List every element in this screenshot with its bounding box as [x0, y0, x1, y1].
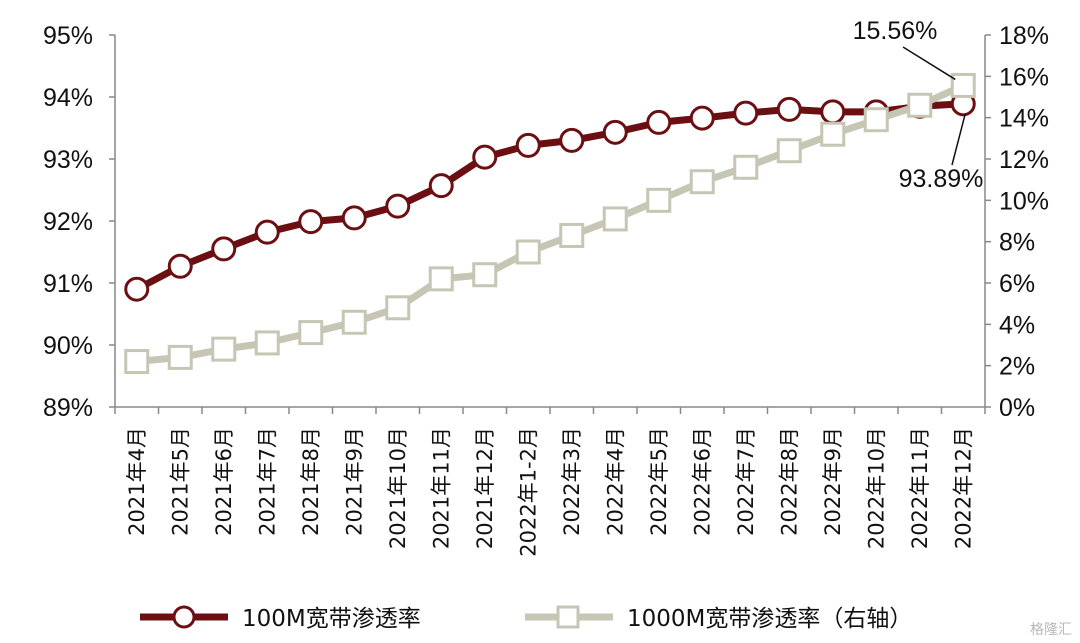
data-point-series-1 — [167, 253, 193, 279]
x-tick-label: 2021年11月 — [429, 427, 453, 549]
right-tick-label: 16% — [999, 63, 1049, 91]
x-tick-label: 2022年3月 — [560, 427, 584, 536]
data-point-series-1 — [254, 219, 280, 245]
legend-marker-100m — [172, 605, 196, 629]
chart-markers — [124, 72, 976, 375]
data-point-series-2 — [602, 206, 628, 232]
x-tick-label: 2021年8月 — [299, 427, 323, 536]
left-tick-label: 93% — [43, 146, 93, 174]
annotation-leader-line — [902, 46, 956, 81]
data-point-series-1 — [124, 276, 150, 302]
data-point-series-2 — [559, 222, 585, 248]
x-tick-label: 2022年4月 — [603, 427, 627, 536]
x-tick-label: 2022年7月 — [734, 427, 758, 536]
legend-label-1000m: 1000M宽带渗透率（右轴） — [627, 606, 912, 632]
data-point-series-2 — [689, 169, 715, 195]
data-point-series-1 — [559, 127, 585, 153]
data-point-series-1 — [211, 236, 237, 262]
x-tick-label: 2022年5月 — [647, 427, 671, 536]
x-tick-label: 2021年6月 — [212, 427, 236, 536]
data-point-series-2 — [211, 336, 237, 362]
data-point-series-1 — [298, 209, 324, 235]
data-point-series-2 — [341, 309, 367, 335]
annotation-leader-line — [951, 113, 966, 166]
data-point-series-2 — [124, 349, 150, 375]
x-tick-label: 2021年5月 — [168, 427, 192, 536]
watermark-logo: 格隆汇 — [1030, 622, 1072, 638]
left-tick-label: 90% — [43, 332, 93, 360]
data-point-series-2 — [907, 92, 933, 118]
data-point-series-1 — [341, 205, 367, 231]
right-tick-label: 14% — [999, 105, 1049, 133]
data-point-series-1 — [602, 119, 628, 145]
data-point-series-1 — [820, 99, 846, 125]
data-point-series-2 — [254, 330, 280, 356]
data-point-series-2 — [646, 187, 672, 213]
x-tick-label: 2022年12月 — [951, 427, 975, 549]
chart-axes: 89% 90% 91% 92% 93% 94% 95% 0% 2% 4% 6% 8% 10% 12% 14%… — [43, 22, 1049, 557]
data-point-series-1 — [689, 105, 715, 131]
x-tick-label: 2022年11月 — [908, 427, 932, 549]
x-tick-label: 2022年8月 — [777, 427, 801, 536]
x-tick-label: 2022年9月 — [821, 427, 845, 536]
left-tick-label: 94% — [43, 84, 93, 112]
chart-annotations: 15.56% 93.89% — [853, 17, 984, 193]
left-tick-label: 92% — [43, 208, 93, 236]
x-tick-label: 2021年7月 — [255, 427, 279, 536]
data-point-series-1 — [428, 173, 454, 199]
data-point-series-2 — [776, 138, 802, 164]
chart-legend: 100M宽带渗透率 1000M宽带渗透率（右轴） — [140, 605, 912, 632]
right-tick-label: 8% — [999, 229, 1035, 257]
x-tick-label: 2021年12月 — [473, 427, 497, 549]
data-label-1000m-latest: 15.56% — [853, 17, 938, 45]
x-tick-label: 2021年9月 — [342, 427, 366, 536]
data-point-series-1 — [733, 100, 759, 126]
left-tick-label: 89% — [43, 394, 93, 422]
legend-label-100m: 100M宽带渗透率 — [242, 606, 421, 632]
data-point-series-2 — [863, 107, 889, 133]
right-tick-label: 12% — [999, 146, 1049, 174]
data-point-series-2 — [950, 72, 976, 98]
data-point-series-2 — [472, 262, 498, 288]
legend-marker-1000m — [556, 605, 580, 629]
data-point-series-1 — [472, 144, 498, 170]
data-point-series-2 — [298, 320, 324, 346]
right-tick-label: 2% — [999, 353, 1035, 381]
data-point-series-2 — [515, 239, 541, 265]
x-tick-label: 2022年6月 — [690, 427, 714, 536]
right-tick-label: 6% — [999, 270, 1035, 298]
right-tick-label: 4% — [999, 311, 1035, 339]
data-point-series-1 — [385, 193, 411, 219]
left-tick-label: 91% — [43, 270, 93, 298]
data-point-series-2 — [167, 344, 193, 370]
data-label-100m-latest: 93.89% — [899, 165, 984, 193]
data-point-series-2 — [733, 154, 759, 180]
data-point-series-2 — [820, 121, 846, 147]
data-point-series-2 — [385, 295, 411, 321]
right-tick-label: 10% — [999, 187, 1049, 215]
x-tick-label: 2022年1-2月 — [516, 427, 540, 557]
data-point-series-1 — [515, 132, 541, 158]
data-point-series-1 — [776, 96, 802, 122]
data-point-series-2 — [428, 266, 454, 292]
x-tick-label: 2021年10月 — [386, 427, 410, 549]
data-point-series-1 — [646, 109, 672, 135]
right-tick-label: 0% — [999, 394, 1035, 422]
x-tick-label: 2022年10月 — [864, 427, 888, 549]
right-tick-label: 18% — [999, 22, 1049, 50]
left-tick-label: 95% — [43, 22, 93, 50]
x-tick-label: 2021年4月 — [125, 427, 149, 536]
